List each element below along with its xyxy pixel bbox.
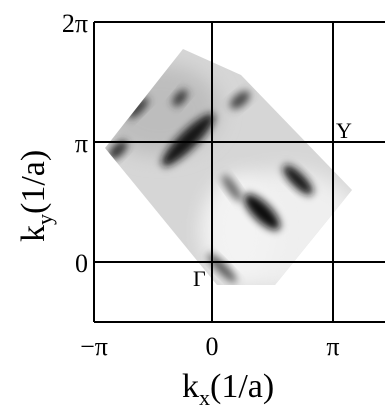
x-axis-label-main: k <box>182 368 199 405</box>
x-tick-label: 0 <box>206 332 219 361</box>
band-feature <box>207 253 237 283</box>
intensity-map <box>105 49 352 285</box>
y-axis-label-sub: y <box>32 214 57 225</box>
y-tick-label: 2π <box>62 9 88 38</box>
y-tick-label: 0 <box>75 249 88 278</box>
band-feature <box>108 140 128 160</box>
y-axis-label-unit: (1/a) <box>15 150 52 214</box>
x-axis-label-unit: (1/a) <box>210 368 274 405</box>
grid-lines <box>93 21 385 323</box>
band-feature <box>127 97 149 119</box>
band-feature <box>161 113 215 167</box>
x-tick-label: −π <box>80 332 108 361</box>
y-axis-label: ky(1/a) <box>15 150 57 242</box>
y-tick-label: π <box>75 129 88 158</box>
band-feature <box>221 174 243 202</box>
band-feature <box>172 89 188 107</box>
gamma-point-label: Γ <box>193 266 206 291</box>
x-tick-label: π <box>326 332 339 361</box>
y-point-label: Y <box>336 118 352 143</box>
x-axis-label: kx(1/a) <box>182 368 274 410</box>
x-axis-label-sub: x <box>199 385 210 410</box>
band-feature <box>283 165 313 195</box>
band-feature <box>230 91 250 109</box>
band-feature <box>243 193 281 231</box>
y-axis-label-main: k <box>15 225 52 242</box>
